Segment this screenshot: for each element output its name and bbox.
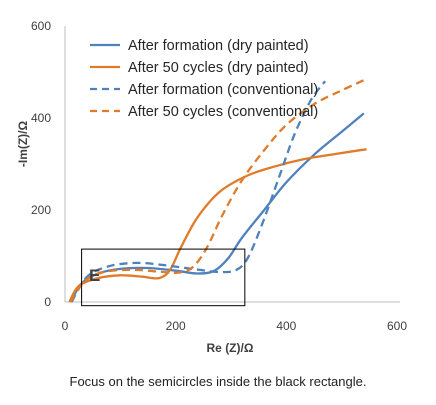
figure-caption: Focus on the semicircles inside the blac…: [69, 374, 367, 389]
panel-letter: E: [89, 266, 100, 285]
y-axis-title: -Im(Z)/Ω: [16, 120, 30, 167]
axis-lines: [64, 26, 400, 303]
y-tick-label: 400: [31, 111, 51, 125]
y-tick-label: 600: [31, 19, 51, 33]
legend-label: After 50 cycles (conventional): [128, 104, 318, 120]
y-tick-labels: 0 200 400 600: [31, 19, 51, 309]
x-tick-label: 600: [387, 319, 407, 333]
x-tick-label: 400: [276, 319, 296, 333]
legend-label: After formation (dry painted): [128, 38, 309, 54]
legend-label: After formation (conventional): [128, 82, 318, 98]
highlight-rectangle: [81, 248, 246, 307]
highlight-box-layer: [81, 248, 246, 307]
series-line-2: [68, 148, 367, 303]
legend-label: After 50 cycles (dry painted): [128, 60, 309, 76]
y-tick-label: 200: [31, 203, 51, 217]
x-tick-labels: 0 200 400 600: [62, 319, 408, 333]
x-tick-label: 200: [166, 319, 186, 333]
series-line-3: [70, 80, 327, 303]
legend: After formation (dry painted) After 50 cy…: [90, 38, 318, 120]
x-axis-title: Re (Z)/Ω: [207, 341, 254, 355]
x-tick-label: 0: [62, 319, 69, 333]
series-line-1: [69, 112, 365, 303]
y-tick-label: 0: [44, 295, 51, 309]
